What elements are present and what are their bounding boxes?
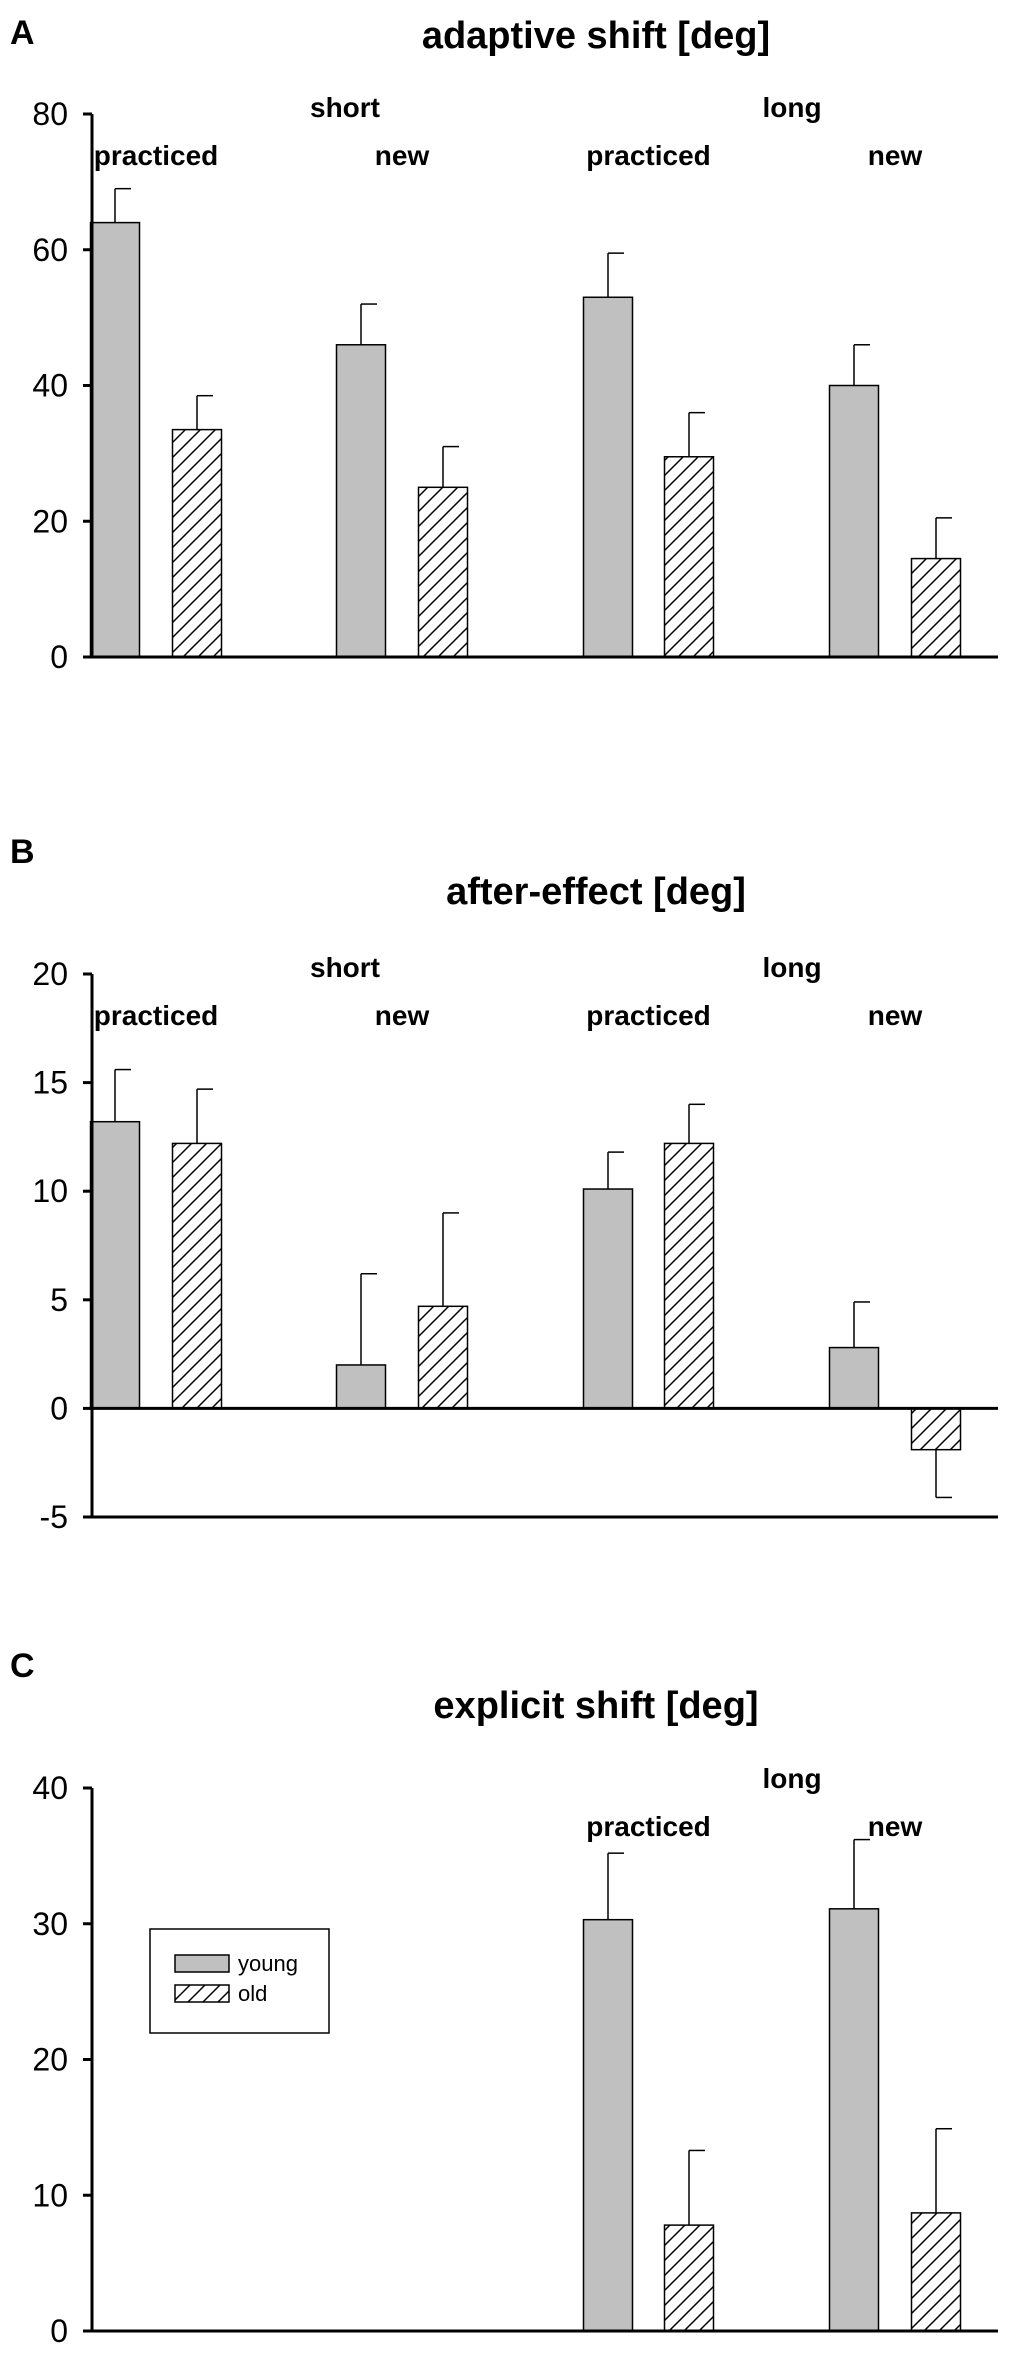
legend-swatch-young [174, 1954, 230, 1973]
y-tick-label: 0 [50, 1390, 68, 1426]
bar-old [910, 557, 962, 658]
chart-title: adaptive shift [deg] [422, 15, 770, 57]
subgroup-label: new [868, 140, 923, 171]
legend-label-young: young [238, 1951, 298, 1976]
y-tick-label: 0 [50, 2313, 68, 2349]
subgroup-label: new [375, 140, 430, 171]
group-label: short [310, 952, 380, 983]
bar-young [89, 221, 141, 658]
y-tick-label: 40 [32, 368, 68, 404]
y-tick-label: 20 [32, 956, 68, 992]
group-label: short [310, 92, 380, 123]
legend-label-old: old [238, 1981, 267, 2006]
y-tick-label: 30 [32, 1906, 68, 1942]
group-label: long [762, 952, 821, 983]
y-tick-label: -5 [40, 1499, 68, 1535]
bar-young [89, 1120, 141, 1410]
legend: young old [149, 1928, 330, 2034]
bar-young [582, 1918, 634, 2332]
panel-letter: A [10, 14, 35, 52]
y-tick-label: 20 [32, 503, 68, 539]
bar-young [828, 1908, 880, 2332]
bar-young [335, 1364, 387, 1410]
subgroup-label: practiced [586, 1000, 711, 1031]
bar-old [910, 2212, 962, 2332]
y-tick-label: 5 [50, 1282, 68, 1318]
bar-old [663, 2224, 715, 2332]
y-tick-label: 0 [50, 639, 68, 675]
y-tick-label: 80 [32, 96, 68, 132]
bar-old [417, 1305, 469, 1410]
subgroup-label: practiced [94, 140, 219, 171]
y-tick-label: 10 [32, 2177, 68, 2213]
legend-box [149, 1928, 330, 2034]
y-tick-label: 60 [32, 232, 68, 268]
bar-old [663, 456, 715, 658]
bar-young [828, 1346, 880, 1410]
chart-title: after-effect [deg] [446, 871, 746, 913]
bar-old [171, 1142, 223, 1410]
y-tick-label: 10 [32, 1173, 68, 1209]
subgroup-label: new [868, 1811, 923, 1842]
subgroup-label: new [375, 1000, 430, 1031]
bar-young [582, 1188, 634, 1410]
bar-old [171, 428, 223, 658]
subgroup-label: practiced [586, 140, 711, 171]
y-tick-label: 40 [32, 1770, 68, 1806]
y-tick-label: 15 [32, 1065, 68, 1101]
subgroup-label: practiced [586, 1811, 711, 1842]
group-label: long [762, 92, 821, 123]
legend-swatch-old [174, 1984, 230, 2003]
group-label: long [762, 1763, 821, 1794]
panel-letter: B [10, 833, 35, 871]
subgroup-label: practiced [94, 1000, 219, 1031]
bar-old [910, 1407, 962, 1451]
y-tick-label: 20 [32, 2042, 68, 2078]
bar-young [582, 296, 634, 658]
bar-old [663, 1142, 715, 1410]
bar-young [335, 344, 387, 658]
bar-young [828, 384, 880, 658]
panel-letter: C [10, 1647, 35, 1685]
chart-title: explicit shift [deg] [433, 1685, 758, 1727]
subgroup-label: new [868, 1000, 923, 1031]
bar-old [417, 486, 469, 658]
